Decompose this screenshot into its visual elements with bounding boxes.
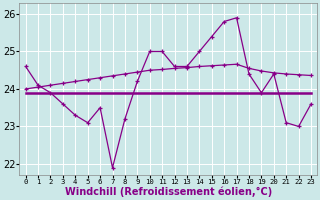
X-axis label: Windchill (Refroidissement éolien,°C): Windchill (Refroidissement éolien,°C) bbox=[65, 187, 272, 197]
